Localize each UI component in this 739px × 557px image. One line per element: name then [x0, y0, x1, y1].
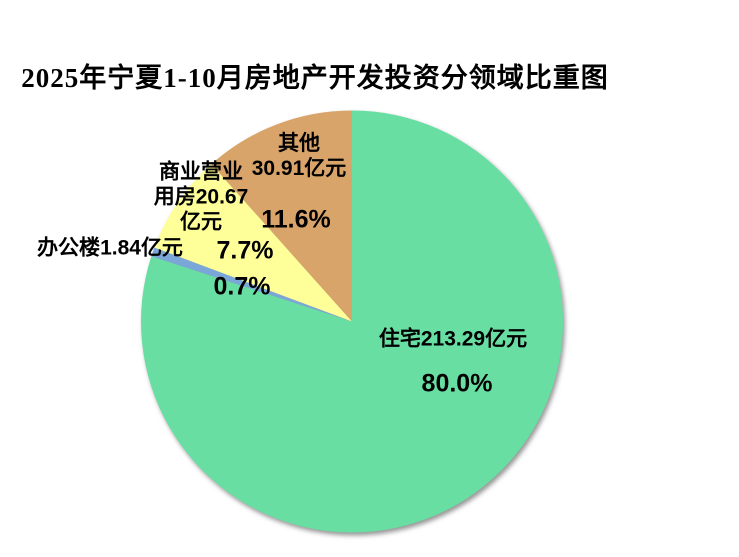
pie-slice-other: [211, 110, 352, 322]
pct-residential: 80.0%: [421, 369, 493, 398]
pie-slices-group: [141, 110, 564, 533]
pct-office: 0.7%: [213, 272, 271, 301]
pie-slice-commercial: [154, 164, 352, 322]
label-other-name: 其他: [278, 131, 320, 155]
label-other: 其他 30.91亿元: [252, 132, 347, 182]
label-commercial-line1: 商业营业: [159, 159, 243, 184]
pct-other: 11.6%: [261, 205, 331, 234]
label-commercial-line2: 用房20.67: [153, 184, 249, 209]
pct-commercial: 7.7%: [216, 236, 274, 265]
pie-slice-residential: [141, 110, 564, 533]
label-office: 办公楼1.84亿元: [37, 235, 183, 260]
label-commercial: 商业营业 用房20.67 亿元: [154, 161, 249, 236]
label-commercial-line3: 亿元: [180, 209, 222, 234]
label-other-value: 30.91亿元: [251, 156, 347, 180]
chart-title: 2025年宁夏1-10月房地产开发投资分领域比重图: [21, 63, 609, 93]
label-residential: 住宅213.29亿元: [378, 326, 528, 351]
pie-slice-office: [151, 247, 352, 322]
